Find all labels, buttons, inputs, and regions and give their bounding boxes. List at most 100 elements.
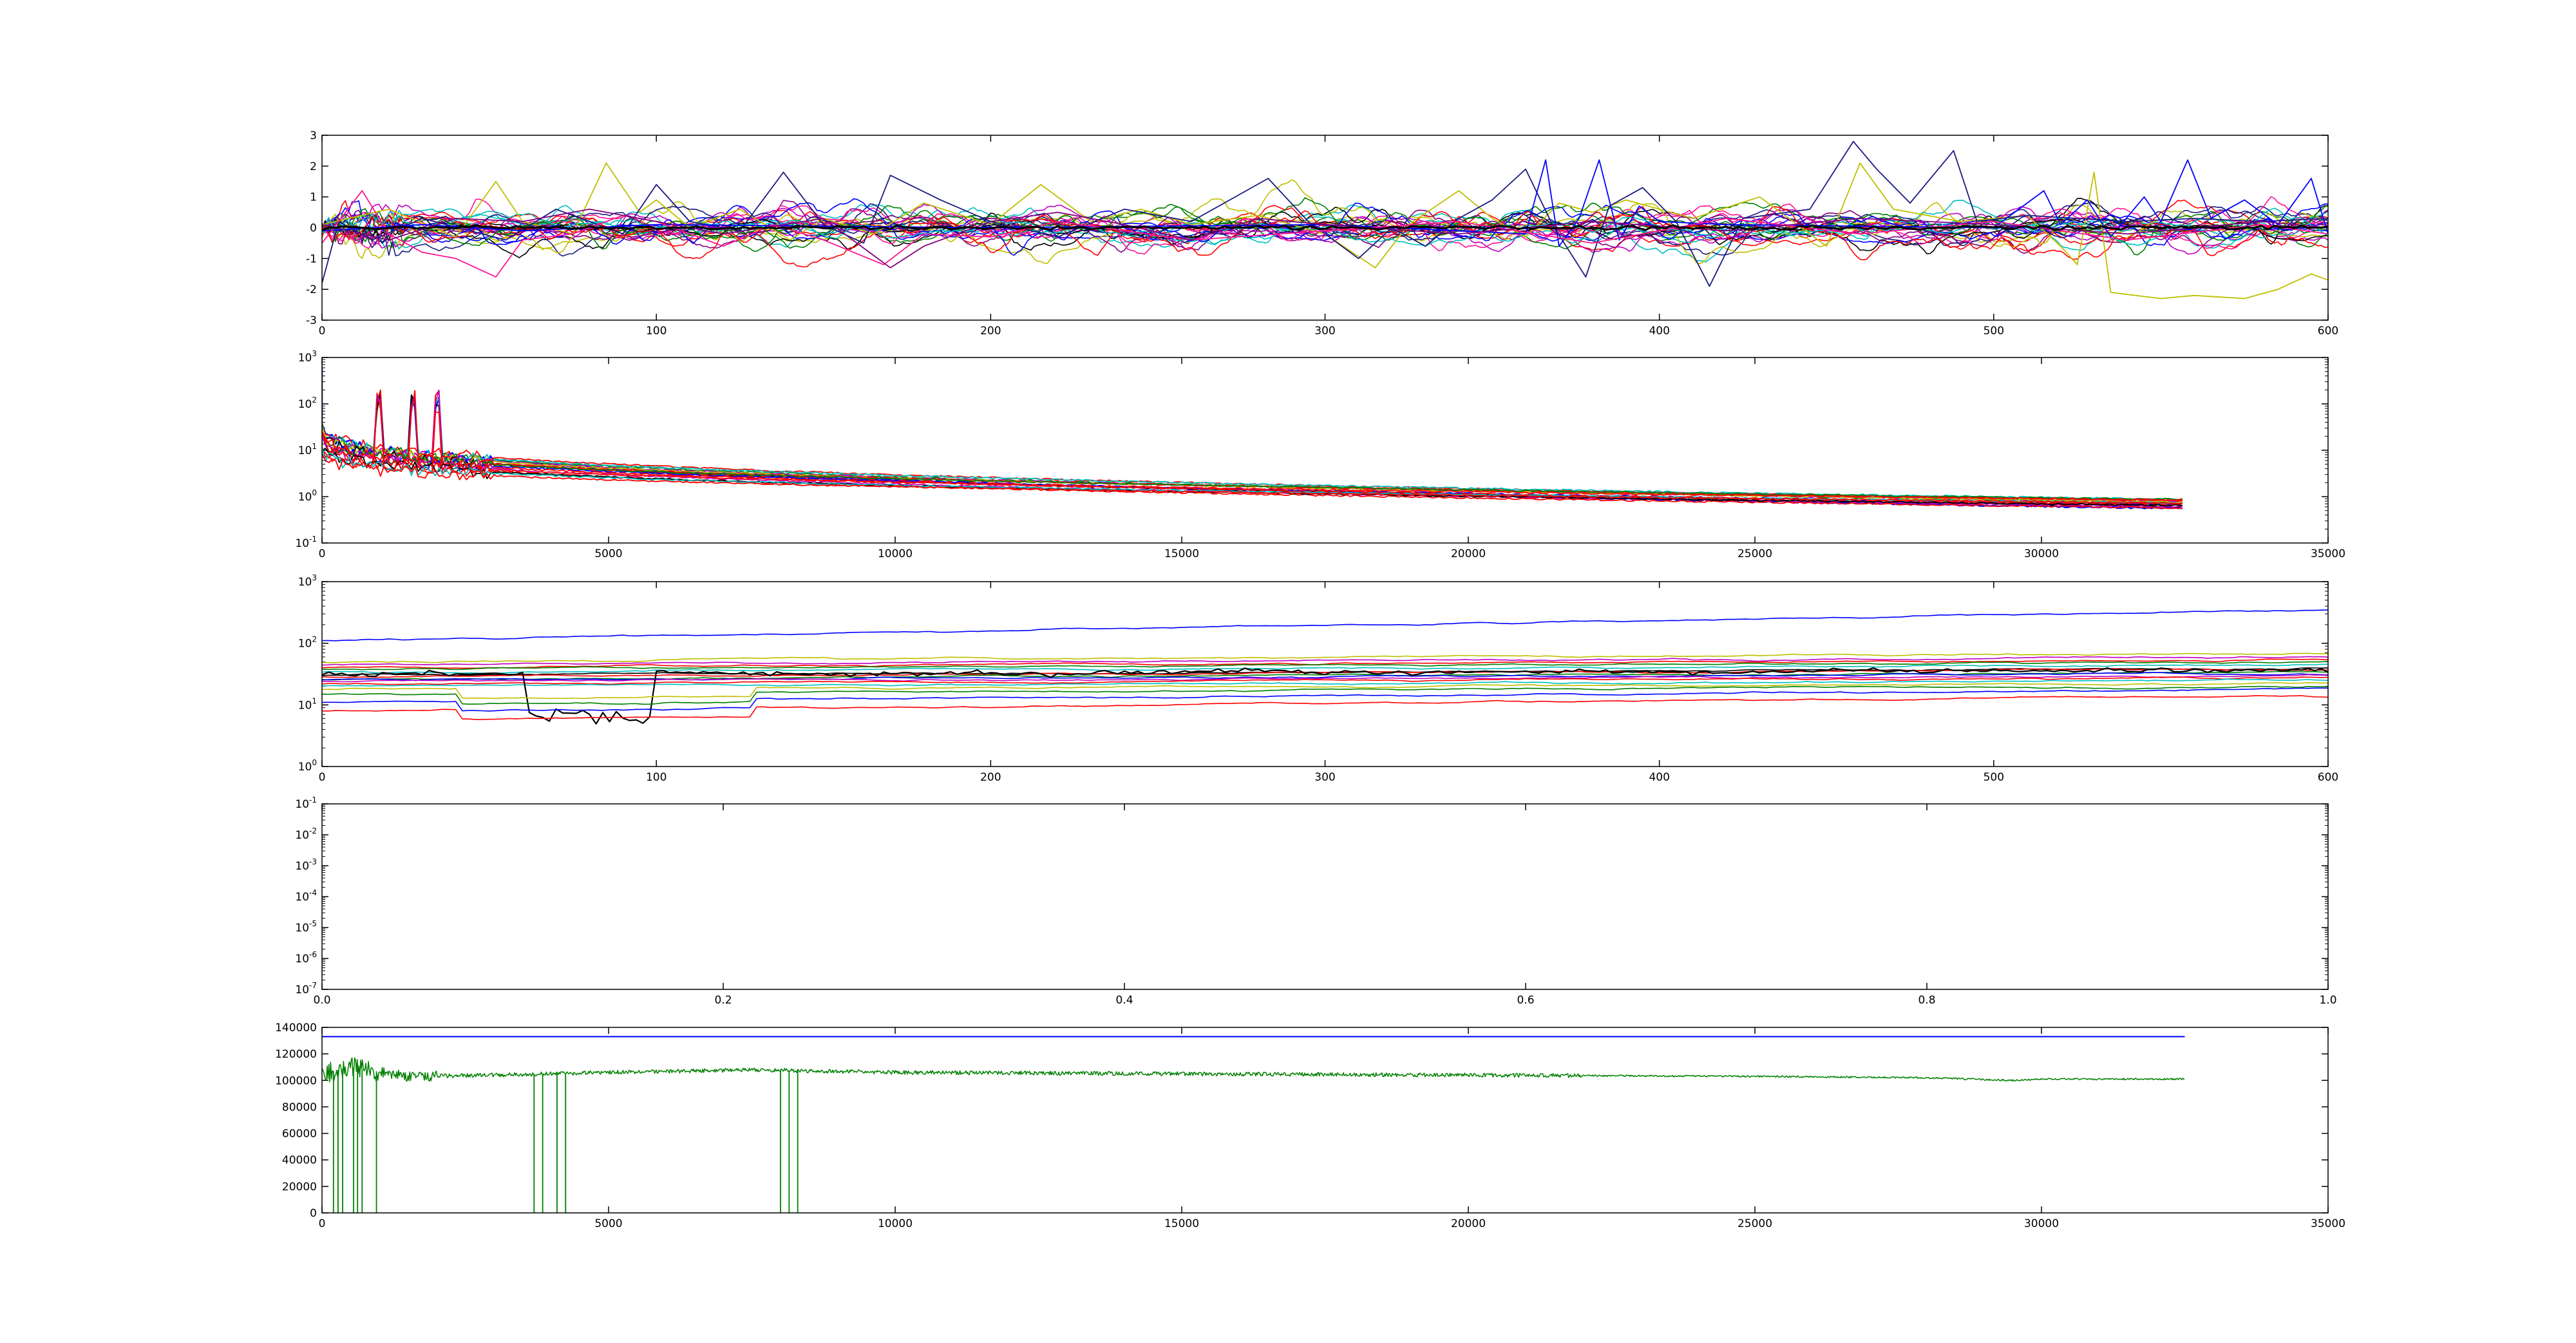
x-tick: 0.4	[1115, 804, 1133, 1007]
y-tick-label: 10-3	[295, 857, 317, 873]
series-line	[322, 672, 2328, 681]
x-tick-label: 15000	[1164, 1217, 1199, 1230]
y-tick-label: 120000	[275, 1048, 317, 1061]
series-line	[322, 652, 2328, 663]
y-tick: 100	[298, 488, 2328, 504]
series-line	[322, 687, 2328, 712]
x-tick-label: 5000	[594, 1217, 622, 1230]
x-tick-label: 5000	[594, 548, 622, 560]
x-tick: 100	[646, 135, 667, 338]
y-tick: 100000	[275, 1074, 2328, 1087]
axes-frame	[321, 581, 2329, 767]
y-tick-label: 102	[298, 395, 317, 411]
series-line	[322, 678, 2328, 687]
x-tick: 400	[1649, 135, 1670, 338]
series-line	[322, 660, 2328, 671]
y-tick-label: 2	[310, 160, 317, 173]
x-tick: 30000	[2024, 357, 2059, 560]
y-tick-label: 100	[298, 488, 317, 504]
series-line	[322, 159, 2328, 247]
x-tick-label: 0.0	[313, 994, 330, 1007]
x-tick: 5000	[594, 1027, 623, 1230]
series-line	[322, 365, 2183, 502]
y-tick: 60000	[282, 1128, 2328, 1141]
y-tick-label: 102	[298, 635, 317, 651]
y-tick: 80000	[282, 1101, 2328, 1114]
y-tick-label: 60000	[282, 1128, 317, 1141]
series-line	[322, 373, 2183, 501]
x-tick-label: 600	[2318, 771, 2338, 784]
axes-frame	[321, 357, 2329, 544]
series-line	[322, 198, 2328, 256]
y-tick-label: 10-2	[295, 826, 317, 842]
series-line	[322, 681, 2328, 700]
series-line	[322, 370, 2183, 501]
y-tick-label: 1	[310, 191, 317, 204]
y-tick: 140000	[275, 1022, 2328, 1034]
x-tick-label: 300	[1314, 325, 1335, 338]
y-tick-label: 100	[298, 758, 317, 774]
y-tick: 10-4	[295, 888, 2328, 904]
x-tick-label: 100	[646, 325, 667, 338]
y-tick-label: -1	[306, 252, 317, 265]
x-tick-label: 400	[1649, 325, 1669, 338]
x-tick-label: 25000	[1738, 548, 1772, 560]
y-tick: 10-6	[295, 950, 2328, 966]
y-tick: 10-2	[295, 826, 2328, 842]
series-line	[322, 374, 2183, 504]
y-tick-label: 100000	[275, 1074, 317, 1087]
x-tick-label: 0.6	[1517, 994, 1534, 1007]
x-tick-label: 30000	[2024, 1217, 2059, 1230]
series-line	[322, 674, 2328, 683]
y-tick-label: 0	[310, 1207, 317, 1220]
y-tick: 101	[298, 696, 2328, 712]
series-line	[322, 373, 2183, 506]
y-tick: 103	[298, 573, 2328, 589]
x-tick: 15000	[1164, 1027, 1199, 1230]
x-tick-label: 35000	[2311, 548, 2345, 560]
axes-frame	[321, 135, 2329, 321]
axes-frame	[321, 1027, 2329, 1214]
x-tick: 25000	[1738, 1027, 1772, 1230]
x-tick: 0.8	[1918, 804, 1936, 1007]
series-line	[322, 676, 2328, 685]
series-line	[322, 667, 2328, 725]
y-tick-label: 103	[298, 349, 317, 365]
y-tick: 10-1	[295, 795, 2328, 811]
y-tick-label: 103	[298, 573, 317, 589]
x-tick: 30000	[2024, 1027, 2059, 1230]
x-tick: 300	[1314, 135, 1336, 338]
y-tick-label: -3	[306, 314, 317, 327]
x-tick: 10000	[878, 357, 913, 560]
x-tick: 0.2	[714, 804, 732, 1007]
axes-frame	[321, 803, 2329, 990]
y-tick-label: 101	[298, 696, 317, 712]
series-line	[322, 374, 2183, 502]
series-line	[322, 224, 2328, 232]
y-tick-label: -2	[306, 283, 317, 296]
y-tick: 2	[310, 160, 2328, 173]
y-tick-label: 140000	[275, 1022, 317, 1034]
y-tick-label: 20000	[282, 1181, 317, 1194]
y-tick: 102	[298, 395, 2328, 411]
y-tick-label: 10-6	[295, 950, 317, 966]
series-line	[322, 695, 2328, 720]
y-tick-label: 10-1	[295, 535, 317, 550]
subplot-5-counts: 0 5000 10000 15000 20000 25000 30000 35000 0 2000…	[275, 1022, 2345, 1230]
series-line	[322, 685, 2328, 705]
y-tick-label: 40000	[282, 1154, 317, 1167]
x-tick-label: 20000	[1451, 1217, 1486, 1230]
x-tick: 15000	[1164, 357, 1199, 560]
series-line	[322, 365, 2183, 504]
y-tick-label: 101	[298, 442, 317, 457]
series-line	[322, 663, 2328, 674]
y-tick: 3	[310, 129, 2328, 142]
x-tick: 500	[1984, 582, 2004, 784]
y-tick: 102	[298, 635, 2328, 651]
x-tick: 25000	[1738, 357, 1772, 560]
x-tick: 5000	[594, 357, 623, 560]
x-tick: 200	[980, 582, 1001, 784]
series-line	[322, 609, 2328, 642]
x-tick: 0.6	[1517, 804, 1535, 1007]
y-tick-label: 10-4	[295, 888, 317, 904]
